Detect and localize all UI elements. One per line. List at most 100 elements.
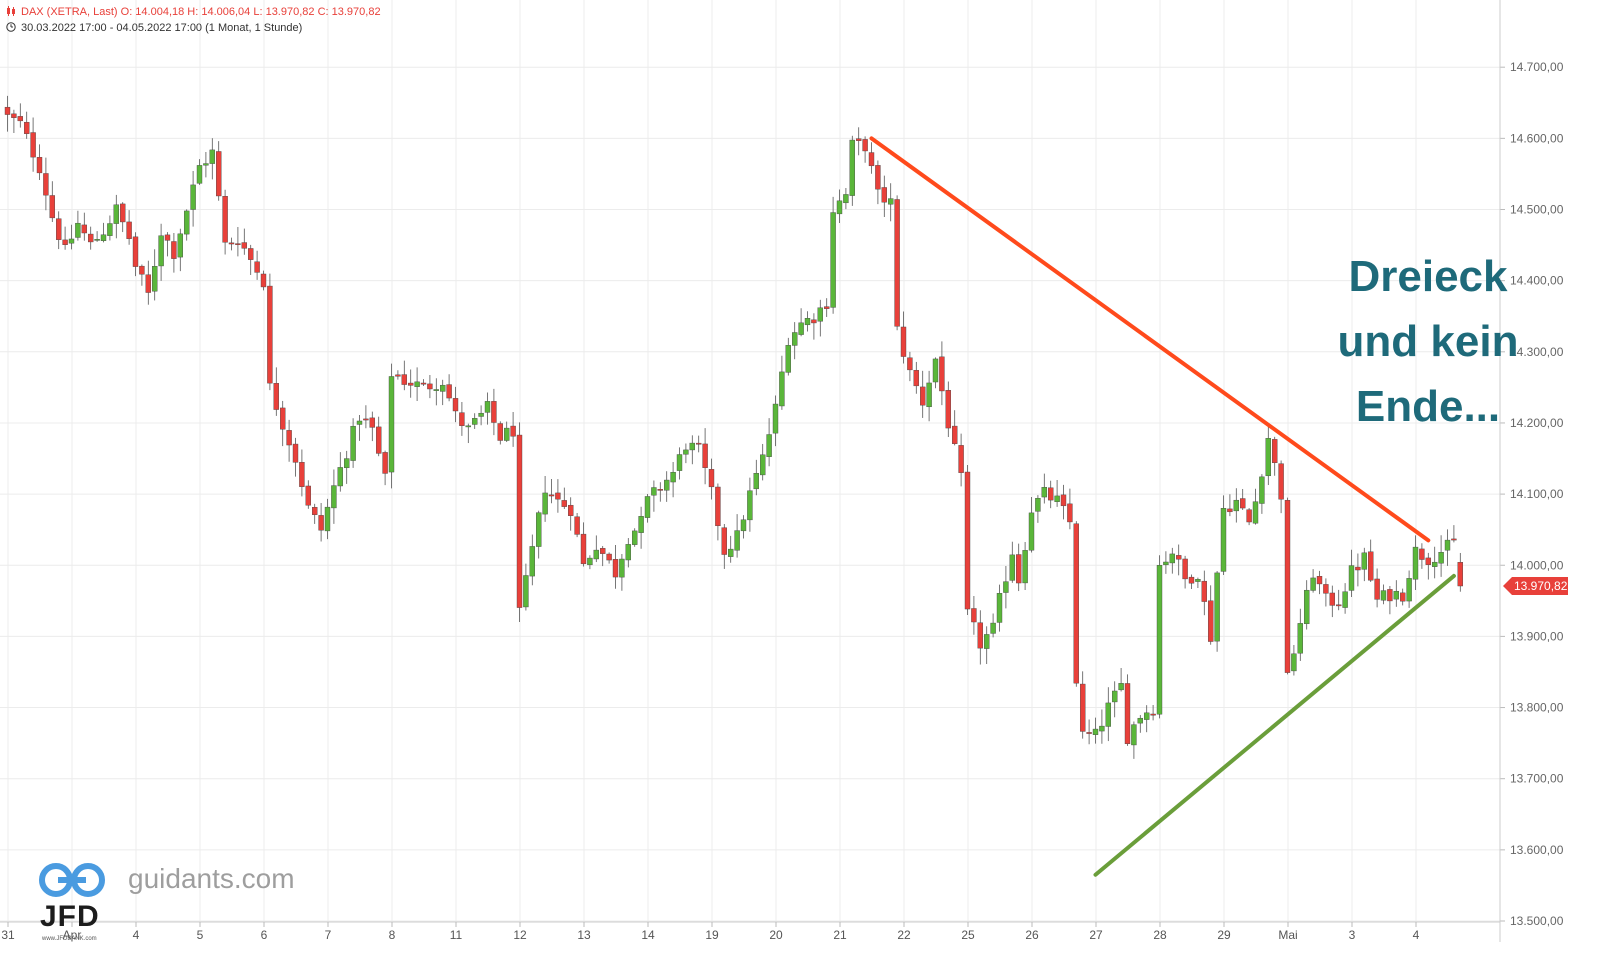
candle [1079,671,1086,739]
candle [177,228,184,272]
candle [900,311,907,364]
candle [542,475,548,522]
candle [1412,535,1419,591]
candle [619,553,625,591]
candle [183,209,190,241]
x-tick-label: 13 [577,928,591,942]
overlay-line-3: Ende... [1355,382,1501,431]
candle [75,210,81,241]
candle [516,422,523,623]
candle [1303,580,1310,630]
candle [459,402,465,436]
candle [1380,584,1387,605]
trendlines-layer [869,136,1456,877]
candle [734,514,740,558]
candle [1150,705,1156,721]
candle [670,461,676,498]
x-tick-label: 26 [1025,928,1039,942]
candle [1252,488,1259,525]
candle [1111,681,1118,718]
candle [1393,580,1400,607]
candle [1175,544,1182,576]
x-tick-label: 5 [197,928,204,942]
candle [1022,542,1028,591]
candle [1009,541,1015,583]
candle [740,515,747,539]
candle [36,144,43,181]
candle [145,260,152,305]
candle [1233,488,1240,523]
y-tick-label: 14.000,00 [1510,558,1564,572]
candle [388,363,395,489]
candle [984,626,990,665]
candle [158,223,164,281]
trendline-support [1093,573,1456,877]
x-tick-label: 20 [769,928,783,942]
candle [132,232,139,277]
candle [753,459,759,496]
candle [1092,717,1099,744]
candle [888,183,894,222]
candle [1041,473,1048,504]
candle [945,381,951,438]
candle [68,224,75,250]
candle [1329,585,1336,618]
candle [657,482,663,502]
candle [119,202,126,233]
candle [830,196,836,314]
y-tick-label: 14.600,00 [1510,131,1564,145]
candle [312,503,318,524]
candle [728,535,734,563]
candle [318,503,324,542]
candle [926,370,932,422]
candle [1220,495,1227,575]
candle [1425,552,1432,580]
candle [1374,568,1380,608]
y-tick-label: 13.900,00 [1510,629,1564,643]
candlestick-icon [7,6,15,16]
candle [875,160,881,205]
candle [100,222,107,243]
y-tick-label: 14.400,00 [1510,274,1564,288]
candle [113,194,120,239]
candle [260,270,267,291]
candle [1118,667,1124,692]
candle [222,189,228,255]
candle [1246,508,1252,526]
candle [1201,570,1208,616]
candle [1124,674,1131,746]
jfd-logo-url: www.JFDBANK.com [42,936,97,942]
candle [126,210,132,245]
candle [606,552,612,564]
candle [1099,709,1105,744]
candle [363,405,369,429]
candle [824,298,830,317]
candle [689,435,695,465]
candle [94,231,100,242]
candle [17,103,23,128]
candle [625,538,631,568]
candle [881,175,887,217]
candle [87,226,94,250]
last-price-badge [1503,577,1568,596]
candle [452,386,459,423]
candle [856,127,862,156]
candles-layer [4,95,1464,759]
x-tick-label: 7 [325,928,332,942]
candle [369,411,375,442]
candle [1207,585,1214,645]
candle [56,211,62,250]
candle [1259,474,1265,514]
candle [1310,569,1316,593]
candle [1131,721,1137,759]
candle [555,479,561,513]
candle [292,437,299,477]
candle [1348,549,1355,597]
candle [433,378,439,406]
y-tick-label: 13.500,00 [1510,914,1564,928]
x-tick-label: 14 [641,928,655,942]
x-tick-label: 3 [1349,928,1356,942]
candle [107,215,113,241]
candle [382,450,388,486]
